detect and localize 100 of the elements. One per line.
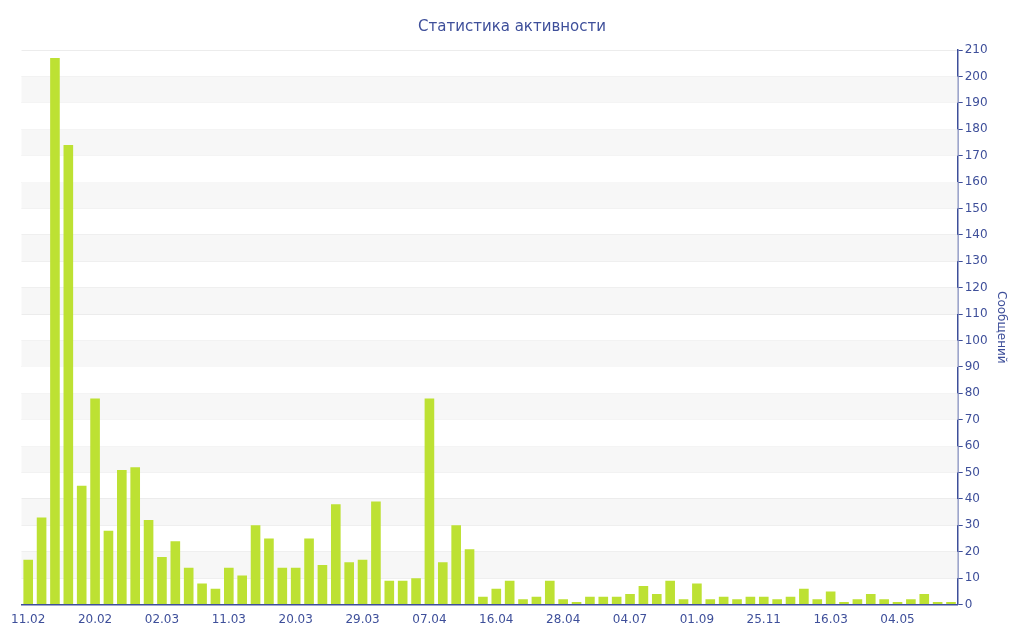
y-tick-label: 200 — [964, 68, 988, 83]
bar — [585, 596, 595, 605]
y-tick-label: 150 — [964, 200, 988, 215]
bar — [625, 594, 635, 605]
x-tick-label: 07.04 — [412, 611, 447, 626]
y-tick-label: 130 — [964, 253, 988, 268]
x-tick-label: 01.09 — [679, 611, 715, 626]
x-tick-label: 02.03 — [144, 611, 180, 626]
bar — [732, 599, 742, 605]
bar — [197, 583, 207, 605]
x-tick-label: 25.11 — [746, 611, 781, 626]
y-tick-label: 100 — [964, 332, 988, 347]
bar — [63, 145, 74, 605]
y-tick-label: 70 — [964, 411, 980, 426]
bar — [839, 601, 849, 605]
y-tick-label: 170 — [964, 147, 988, 162]
bar — [665, 580, 675, 605]
bar — [879, 599, 889, 605]
y-tick-label: 180 — [964, 121, 988, 136]
bar — [491, 588, 502, 605]
x-tick-label: 20.02 — [77, 611, 113, 626]
bar — [143, 520, 154, 605]
bar — [451, 525, 461, 605]
bar — [36, 517, 47, 605]
y-tick-label: 90 — [964, 359, 980, 374]
bar — [464, 549, 475, 605]
bar — [906, 599, 916, 605]
bar — [812, 599, 823, 605]
y-axis-title: Сообщений — [994, 291, 1009, 364]
bar — [411, 578, 421, 605]
bar — [692, 583, 702, 605]
bar — [504, 580, 515, 605]
bar — [250, 525, 261, 605]
bar — [290, 567, 301, 605]
bar — [518, 599, 528, 605]
bar — [651, 594, 662, 605]
bar — [277, 567, 288, 605]
x-tick-label: 11.02 — [11, 611, 46, 626]
bar — [170, 541, 181, 605]
y-tick-label: 210 — [964, 42, 988, 57]
y-tick-label: 40 — [964, 491, 980, 506]
bar — [117, 469, 127, 605]
y-tick-label: 30 — [964, 517, 980, 532]
x-tick-label: 16.03 — [813, 611, 848, 626]
y-tick-label: 60 — [964, 438, 980, 453]
bar — [865, 594, 876, 605]
bar — [90, 398, 100, 605]
bar — [397, 580, 408, 605]
bar — [264, 538, 274, 605]
x-tick-label: 29.03 — [345, 611, 380, 626]
bar — [384, 580, 395, 605]
bar — [678, 599, 689, 605]
bar — [852, 599, 863, 605]
bar — [424, 398, 435, 605]
bar — [371, 501, 381, 605]
bar — [103, 530, 114, 605]
y-tick-label: 160 — [964, 174, 988, 189]
bar — [544, 580, 555, 605]
y-tick-label: 120 — [964, 279, 988, 294]
bar — [772, 599, 782, 605]
bar — [919, 594, 930, 605]
y-tick-label: 20 — [964, 543, 980, 558]
x-tick-label: 11.03 — [211, 611, 246, 626]
y-tick-label: 190 — [964, 94, 988, 109]
bar — [76, 485, 87, 605]
chart-title: Статистика активности — [418, 16, 606, 35]
y-tick-label: 50 — [964, 464, 980, 479]
bar — [317, 564, 328, 605]
bar — [23, 559, 34, 605]
bar — [130, 467, 141, 605]
bar — [210, 588, 221, 605]
bar — [638, 586, 649, 605]
bar — [758, 596, 769, 605]
bar — [183, 567, 194, 605]
bar — [598, 596, 609, 605]
bar — [237, 575, 247, 605]
x-tick-label: 04.05 — [880, 611, 915, 626]
y-tick-label: 140 — [964, 226, 988, 241]
bar — [304, 538, 314, 605]
bar — [558, 599, 568, 605]
bar — [344, 562, 354, 605]
y-tick-label: 0 — [964, 596, 973, 611]
x-tick-label: 16.04 — [479, 611, 514, 626]
bar — [799, 588, 809, 605]
bar — [437, 562, 448, 605]
x-tick-label: 04.07 — [612, 611, 648, 626]
y-tick-label: 110 — [964, 306, 988, 321]
bar — [825, 591, 836, 605]
bar — [357, 559, 368, 605]
bar — [946, 601, 956, 605]
bar — [478, 596, 488, 605]
bar — [330, 504, 341, 605]
bar — [224, 567, 234, 605]
bar — [705, 599, 716, 605]
x-tick-label: 28.04 — [545, 611, 581, 626]
bar — [50, 57, 60, 605]
y-tick-label: 80 — [964, 385, 980, 400]
x-tick-label: 20.03 — [278, 611, 313, 626]
bar — [157, 557, 167, 605]
y-tick-label: 10 — [964, 570, 980, 585]
